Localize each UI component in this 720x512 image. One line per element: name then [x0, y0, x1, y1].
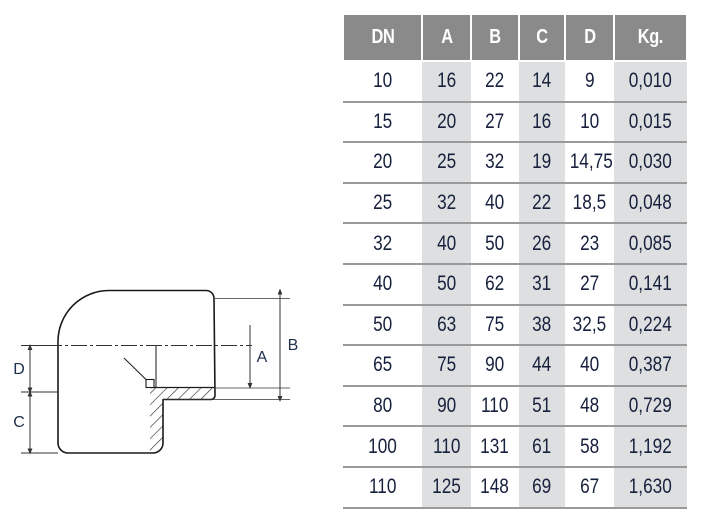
svg-text:A: A: [257, 349, 268, 366]
svg-text:B: B: [288, 337, 299, 354]
svg-text:C: C: [13, 414, 25, 431]
svg-text:D: D: [13, 361, 25, 378]
